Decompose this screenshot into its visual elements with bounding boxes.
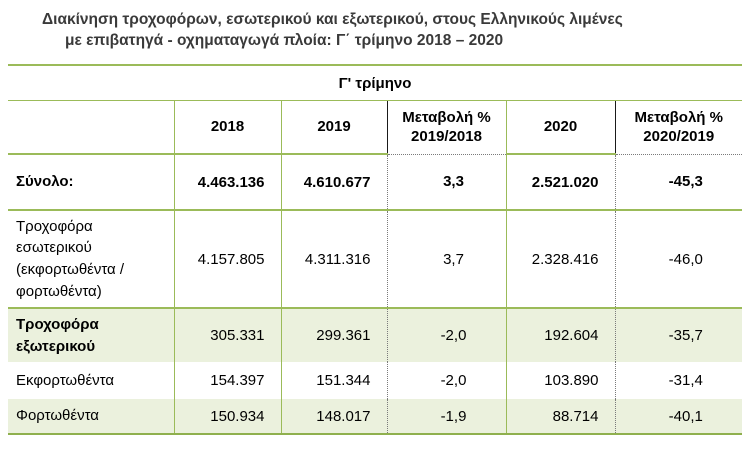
row-label: Τροχοφόρα εξωτερικού [8, 308, 174, 362]
document-title: Διακίνηση τροχοφόρων, εσωτερικού και εξω… [42, 9, 745, 51]
table-row-domestic-vehicles: Τροχοφόρα εσωτερικού (εκφορτωθέντα / φορ… [8, 210, 742, 309]
value-2018: 150.934 [173, 399, 281, 434]
title-line-2: με επιβατηγά - οχηματαγωγά πλοία: Γ΄ τρί… [65, 32, 504, 49]
value-change-2020-2019: -40,1 [614, 399, 742, 434]
row-label: Τροχοφόρα εσωτερικού (εκφορτωθέντα / φορ… [8, 210, 174, 309]
quarter-header-label: Γ' τρίμηνο [8, 65, 742, 101]
column-header-empty [8, 100, 174, 155]
value-2018: 154.397 [173, 362, 281, 399]
value-change-2019-2018: -2,0 [386, 362, 506, 399]
column-header-2019: 2019 [280, 100, 387, 155]
value-change-2020-2019: -45,3 [614, 154, 742, 211]
table-row-unloaded: Εκφορτωθέντα 154.397 151.344 -2,0 103.89… [8, 362, 742, 399]
title-line-1: Διακίνηση τροχοφόρων, εσωτερικού και εξω… [42, 11, 623, 28]
column-header-change-2020-2019: Μεταβολή % 2020/2019 [614, 100, 742, 155]
column-header-2018: 2018 [173, 100, 281, 155]
value-2019: 4.311.316 [280, 210, 387, 309]
value-change-2020-2019: -31,4 [614, 362, 742, 399]
value-2019: 148.017 [280, 399, 387, 434]
value-2018: 305.331 [173, 308, 281, 362]
quarter-header-row: Γ' τρίμηνο [8, 65, 742, 101]
value-change-2019-2018: 3,7 [386, 210, 506, 309]
value-2020: 103.890 [505, 362, 615, 399]
vehicle-traffic-table: Γ' τρίμηνο 2018 2019 Μεταβολή % 2019/201… [8, 64, 742, 435]
value-2020: 192.604 [505, 308, 615, 362]
row-label: Φορτωθέντα [8, 399, 174, 434]
value-2018: 4.157.805 [173, 210, 281, 309]
column-header-2020: 2020 [505, 100, 615, 155]
value-2020: 2.328.416 [505, 210, 615, 309]
column-header-row: 2018 2019 Μεταβολή % 2019/2018 2020 Μετα… [8, 100, 742, 155]
value-2020: 88.714 [505, 399, 615, 434]
value-change-2019-2018: 3,3 [386, 154, 506, 211]
value-2019: 151.344 [280, 362, 387, 399]
value-2019: 4.610.677 [280, 154, 387, 211]
value-change-2019-2018: -2,0 [386, 308, 506, 362]
table-row-total: Σύνολο: 4.463.136 4.610.677 3,3 2.521.02… [8, 154, 742, 211]
table-row-loaded: Φορτωθέντα 150.934 148.017 -1,9 88.714 -… [8, 399, 742, 434]
row-label: Εκφορτωθέντα [16, 371, 115, 389]
value-change-2019-2018: -1,9 [386, 399, 506, 434]
column-header-change-2019-2018: Μεταβολή % 2019/2018 [386, 100, 506, 155]
value-2018: 4.463.136 [173, 154, 281, 211]
table-row-foreign-vehicles: Τροχοφόρα εξωτερικού 305.331 299.361 -2,… [8, 308, 742, 362]
value-2019: 299.361 [280, 308, 387, 362]
value-change-2020-2019: -46,0 [614, 210, 742, 309]
row-label: Σύνολο: [8, 154, 174, 211]
value-2020: 2.521.020 [505, 154, 615, 211]
value-change-2020-2019: -35,7 [614, 308, 742, 362]
